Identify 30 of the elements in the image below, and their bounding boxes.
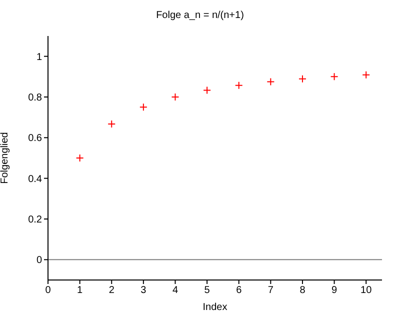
y-tick-label: 0.4 [28,174,42,185]
y-tick-label: 0.2 [28,214,42,226]
x-tick-label: 0 [45,285,52,296]
y-tick-label: 1 [36,52,42,63]
chart-title: Folge a_n = n/(n+1) [155,10,245,21]
x-axis-title: Index [202,302,228,313]
point [362,70,370,79]
x-tick-label: 5 [204,285,210,296]
x-tick-label: 8 [300,285,306,296]
x-tick-label: 2 [108,285,115,296]
y-axis-title: Folgenglied [0,132,11,184]
x-tick-label: 4 [172,285,178,296]
point [234,81,243,90]
x-tick-label: 9 [332,285,338,296]
x-tick-label: 1 [77,285,84,296]
point [298,74,306,83]
x-tick-label: 7 [268,285,274,296]
x-tick-label: 10 [360,285,372,296]
point [203,86,212,94]
point [76,154,84,162]
y-tick-label: 0.6 [28,133,42,144]
point [139,103,148,112]
y-tick-label: 0 [36,255,42,266]
point [108,120,116,128]
point [266,78,275,86]
point [171,93,180,101]
point [330,72,338,81]
y-tick-label: 0.8 [28,92,42,104]
x-tick-label: 3 [140,285,147,296]
x-tick-label: 6 [236,285,242,296]
